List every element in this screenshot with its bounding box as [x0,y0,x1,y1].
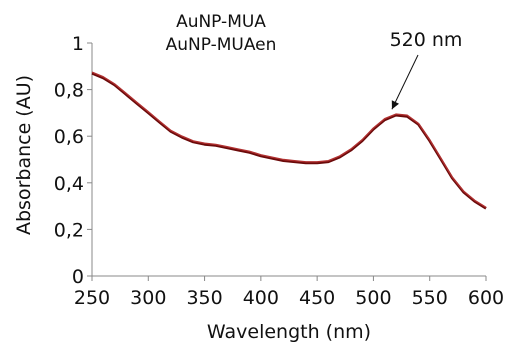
x-tick-label: 300 [130,287,166,309]
series-line-aunp-muaen [91,71,487,208]
y-axis-title: Absorbance (AU) [13,75,35,235]
y-tick-label: 1 [72,33,84,55]
x-tick-label: 500 [355,287,391,309]
x-tick-label: 250 [74,287,110,309]
x-tick-label: 600 [468,287,504,309]
x-ticks: 250 300 350 400 450 500 550 600 [74,276,504,309]
series-line-aunp-mua [91,72,487,210]
legend-entry-aunp-muaen: AuNP-MUAen [166,35,277,55]
y-tick-label: 0,6 [54,126,84,148]
y-tick-label: 0,4 [54,173,84,195]
axes [91,43,486,277]
x-tick-label: 400 [243,287,279,309]
legend-entry-aunp-mua: AuNP-MUA [176,12,266,32]
peak-annotation-label: 520 nm [390,29,463,51]
y-tick-label: 0 [72,266,84,288]
x-tick-label: 350 [186,287,222,309]
x-tick-label: 450 [299,287,335,309]
peak-annotation-arrowhead [391,100,400,110]
x-axis-title: Wavelength (nm) [207,321,371,343]
series-layer [91,71,487,210]
peak-annotation-arrow [391,54,419,110]
y-tick-label: 0,8 [54,80,84,102]
y-tick-label: 0,2 [54,219,84,241]
x-tick-label: 550 [412,287,448,309]
y-ticks: 0 0,2 0,4 0,6 0,8 1 [54,33,92,288]
